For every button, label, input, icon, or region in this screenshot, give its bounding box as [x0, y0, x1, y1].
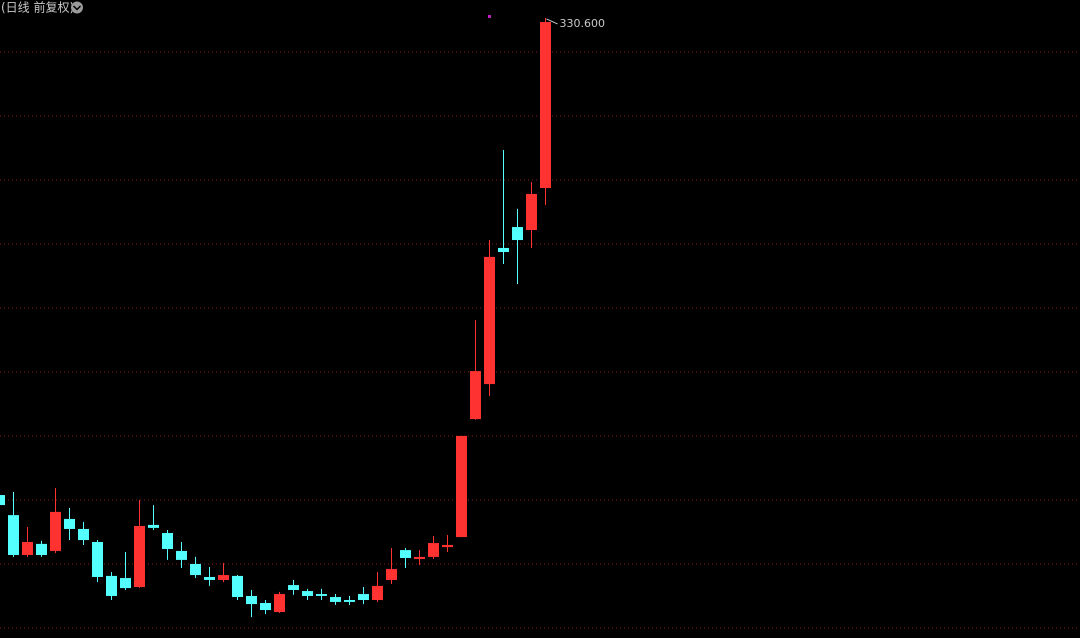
max-price-label: 330.600	[560, 17, 606, 30]
candle-body	[162, 533, 173, 550]
candle-body	[92, 541, 103, 577]
candle-body	[190, 563, 201, 576]
candle-body	[36, 543, 47, 555]
candle-body	[8, 515, 19, 555]
candle-body	[442, 544, 453, 548]
candle-body	[232, 575, 243, 598]
candle-body	[456, 435, 467, 538]
candle-body	[498, 247, 509, 252]
candle-body	[288, 585, 299, 590]
dropdown-icon[interactable]	[71, 1, 83, 14]
candle-body	[148, 524, 159, 528]
annotation-pointer	[546, 18, 558, 25]
candle-body	[512, 227, 523, 241]
candle-body	[134, 525, 145, 588]
candle-body	[316, 594, 327, 596]
candle-body	[386, 569, 397, 580]
candle-body	[120, 578, 131, 589]
candle-body	[330, 597, 341, 602]
candle-body	[176, 550, 187, 560]
candle-body	[540, 21, 551, 188]
candle-body	[78, 528, 89, 541]
candle-body	[526, 193, 537, 231]
marker-dot	[488, 15, 491, 18]
candle-body	[344, 600, 355, 602]
candle-body	[358, 594, 369, 601]
candle-body	[484, 256, 495, 385]
candle-body	[106, 575, 117, 596]
candle-body	[246, 595, 257, 605]
candle-body	[0, 495, 5, 506]
candle-body	[22, 541, 33, 555]
candle-body	[428, 543, 439, 557]
candle-body	[302, 591, 313, 596]
candle-body	[204, 576, 215, 580]
candle-body	[414, 556, 425, 560]
chart-title: (日线 前复权)	[1, 0, 74, 15]
candle-body	[50, 511, 61, 551]
candle-body	[218, 575, 229, 580]
candle-body	[470, 371, 481, 420]
candle-body	[400, 550, 411, 558]
candle-body	[260, 603, 271, 611]
candle-body	[64, 518, 75, 529]
candle-body	[372, 585, 383, 601]
candle-body	[274, 594, 285, 612]
